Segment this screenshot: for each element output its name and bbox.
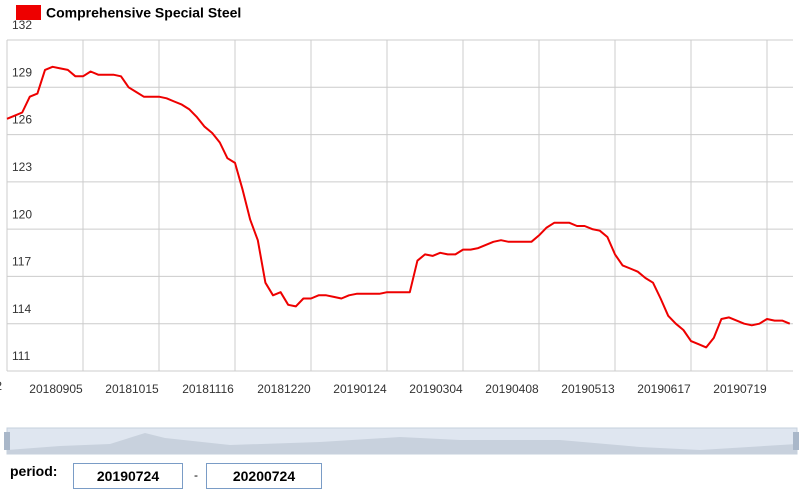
- x-tick-label: 20181015: [105, 382, 159, 396]
- y-tick-label: 111: [12, 349, 31, 363]
- legend-swatch: [16, 5, 41, 20]
- x-tick-label: 20190124: [333, 382, 387, 396]
- chart: Comprehensive Special Steel 2 111 114 117 1…: [0, 5, 799, 455]
- y-tick-label: 114: [12, 302, 31, 316]
- zoom-preview: [7, 433, 797, 454]
- separator: -: [194, 468, 198, 482]
- x-tick-label: 20180905: [29, 382, 83, 396]
- legend-label: Comprehensive Special Steel: [46, 5, 241, 21]
- start-date[interactable]: 20190724: [73, 463, 183, 489]
- y-tick-label: 123: [12, 160, 32, 174]
- x-tick-label-clipped: 2: [0, 379, 2, 393]
- x-tick-label: 20181116: [182, 382, 234, 396]
- period-label: period:: [10, 463, 58, 479]
- y-tick-label: 129: [12, 65, 32, 79]
- end-date[interactable]: 20200724: [206, 463, 322, 489]
- y-tick-label: 117: [12, 255, 31, 269]
- x-tick-label: 20190304: [409, 382, 463, 396]
- y-tick-label: 132: [12, 18, 32, 32]
- line: [6, 65, 791, 349]
- x-tick-label: 20181220: [257, 382, 311, 396]
- x-tick-label: 20190617: [637, 382, 691, 396]
- zoom-handle-right[interactable]: [793, 432, 799, 450]
- x-tick-label: 20190513: [561, 382, 615, 396]
- x-tick-label: 20190408: [485, 382, 539, 396]
- y-tick-label: 126: [12, 113, 32, 127]
- zoom-handle-left[interactable]: [4, 432, 10, 450]
- y-tick-label: 120: [12, 207, 32, 221]
- x-tick-label: 20190719: [713, 382, 767, 396]
